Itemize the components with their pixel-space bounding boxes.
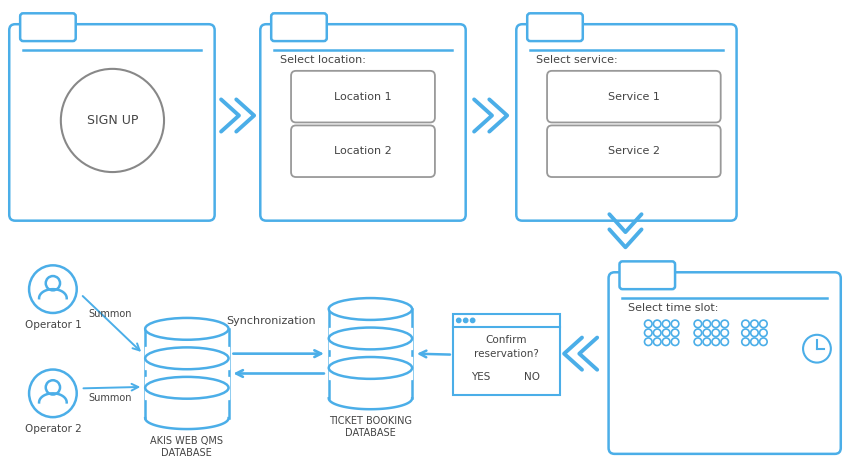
FancyBboxPatch shape <box>528 13 583 41</box>
FancyBboxPatch shape <box>547 71 721 122</box>
Circle shape <box>751 320 758 328</box>
Circle shape <box>760 329 767 337</box>
FancyBboxPatch shape <box>547 126 721 177</box>
Circle shape <box>712 320 719 328</box>
Circle shape <box>703 329 711 337</box>
Ellipse shape <box>328 298 412 320</box>
Text: Select time slot:: Select time slot: <box>628 303 719 313</box>
Circle shape <box>694 338 702 345</box>
FancyBboxPatch shape <box>260 24 465 221</box>
Circle shape <box>671 329 679 337</box>
Text: Service 2: Service 2 <box>608 146 660 156</box>
Circle shape <box>29 266 77 313</box>
Circle shape <box>694 320 702 328</box>
Circle shape <box>721 329 728 337</box>
Circle shape <box>671 338 679 345</box>
FancyBboxPatch shape <box>291 126 435 177</box>
FancyBboxPatch shape <box>620 261 675 289</box>
Text: Operator 1: Operator 1 <box>25 320 82 330</box>
Circle shape <box>721 320 728 328</box>
Circle shape <box>46 276 60 290</box>
Circle shape <box>644 329 652 337</box>
FancyBboxPatch shape <box>9 24 214 221</box>
Bar <box>453 314 560 395</box>
Circle shape <box>694 329 702 337</box>
Circle shape <box>644 320 652 328</box>
Text: Select service:: Select service: <box>536 55 618 65</box>
Text: YES: YES <box>471 372 490 383</box>
Polygon shape <box>146 329 229 418</box>
Circle shape <box>654 338 661 345</box>
Circle shape <box>721 338 728 345</box>
Circle shape <box>760 338 767 345</box>
Circle shape <box>471 318 475 323</box>
Text: Synchronization: Synchronization <box>226 316 316 326</box>
Text: Summon: Summon <box>89 309 132 319</box>
Text: TICKET BOOKING
DATABASE: TICKET BOOKING DATABASE <box>329 416 412 438</box>
Circle shape <box>712 329 719 337</box>
Circle shape <box>803 335 831 363</box>
Text: Summon: Summon <box>89 393 132 403</box>
Circle shape <box>662 320 670 328</box>
Ellipse shape <box>146 318 229 340</box>
Circle shape <box>60 69 164 172</box>
FancyBboxPatch shape <box>608 272 841 454</box>
FancyBboxPatch shape <box>517 24 737 221</box>
Circle shape <box>29 370 77 417</box>
Circle shape <box>662 338 670 345</box>
FancyBboxPatch shape <box>20 13 76 41</box>
Text: AKIS WEB QMS
DATABASE: AKIS WEB QMS DATABASE <box>151 436 223 458</box>
Circle shape <box>46 380 60 394</box>
Circle shape <box>712 338 719 345</box>
Circle shape <box>742 338 749 345</box>
Circle shape <box>703 338 711 345</box>
Text: NO: NO <box>524 372 540 383</box>
Circle shape <box>760 320 767 328</box>
Circle shape <box>654 329 661 337</box>
Text: Select location:: Select location: <box>280 55 366 65</box>
Text: Operator 2: Operator 2 <box>25 424 82 434</box>
Polygon shape <box>328 309 412 399</box>
Circle shape <box>671 320 679 328</box>
FancyBboxPatch shape <box>291 71 435 122</box>
Circle shape <box>703 320 711 328</box>
Circle shape <box>654 320 661 328</box>
Circle shape <box>456 318 461 323</box>
Text: Location 1: Location 1 <box>334 92 391 102</box>
Circle shape <box>751 338 758 345</box>
Text: Service 1: Service 1 <box>608 92 660 102</box>
Circle shape <box>742 329 749 337</box>
Text: Location 2: Location 2 <box>334 146 391 156</box>
Circle shape <box>662 329 670 337</box>
Circle shape <box>644 338 652 345</box>
Circle shape <box>751 329 758 337</box>
Circle shape <box>742 320 749 328</box>
Text: Confirm
reservation?: Confirm reservation? <box>474 335 539 359</box>
Text: SIGN UP: SIGN UP <box>87 114 138 127</box>
Circle shape <box>464 318 468 323</box>
FancyBboxPatch shape <box>271 13 327 41</box>
